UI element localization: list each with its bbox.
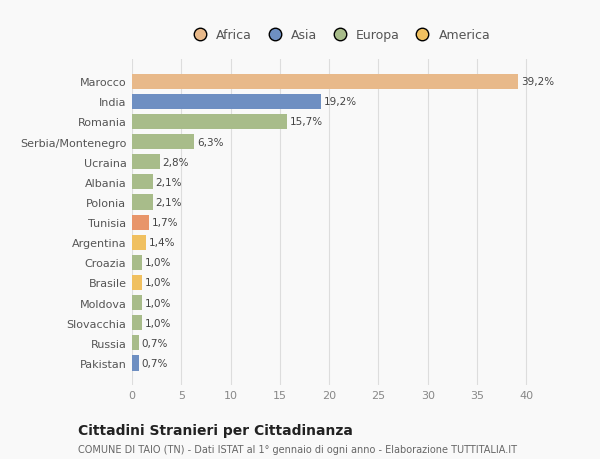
- Bar: [132, 95, 321, 110]
- Text: 39,2%: 39,2%: [521, 77, 554, 87]
- Bar: [132, 74, 518, 90]
- Bar: [132, 135, 194, 150]
- Legend: Africa, Asia, Europa, America: Africa, Asia, Europa, America: [185, 27, 493, 45]
- Text: 2,8%: 2,8%: [163, 157, 189, 168]
- Text: 15,7%: 15,7%: [290, 117, 323, 127]
- Text: Cittadini Stranieri per Cittadinanza: Cittadini Stranieri per Cittadinanza: [78, 423, 353, 437]
- Text: 0,7%: 0,7%: [142, 338, 168, 348]
- Bar: [132, 356, 139, 371]
- Text: COMUNE DI TAIO (TN) - Dati ISTAT al 1° gennaio di ogni anno - Elaborazione TUTTI: COMUNE DI TAIO (TN) - Dati ISTAT al 1° g…: [78, 444, 517, 454]
- Bar: [132, 275, 142, 291]
- Text: 1,0%: 1,0%: [145, 278, 171, 288]
- Text: 0,7%: 0,7%: [142, 358, 168, 368]
- Bar: [132, 336, 139, 351]
- Bar: [132, 115, 287, 130]
- Bar: [132, 195, 152, 210]
- Text: 2,1%: 2,1%: [155, 178, 182, 187]
- Text: 1,0%: 1,0%: [145, 318, 171, 328]
- Text: 19,2%: 19,2%: [324, 97, 358, 107]
- Text: 1,4%: 1,4%: [149, 238, 175, 248]
- Bar: [132, 296, 142, 310]
- Bar: [132, 175, 152, 190]
- Text: 6,3%: 6,3%: [197, 137, 224, 147]
- Bar: [132, 215, 149, 230]
- Text: 1,0%: 1,0%: [145, 258, 171, 268]
- Text: 1,7%: 1,7%: [152, 218, 178, 228]
- Text: 2,1%: 2,1%: [155, 197, 182, 207]
- Bar: [132, 315, 142, 330]
- Bar: [132, 235, 146, 250]
- Bar: [132, 155, 160, 170]
- Bar: [132, 255, 142, 270]
- Text: 1,0%: 1,0%: [145, 298, 171, 308]
